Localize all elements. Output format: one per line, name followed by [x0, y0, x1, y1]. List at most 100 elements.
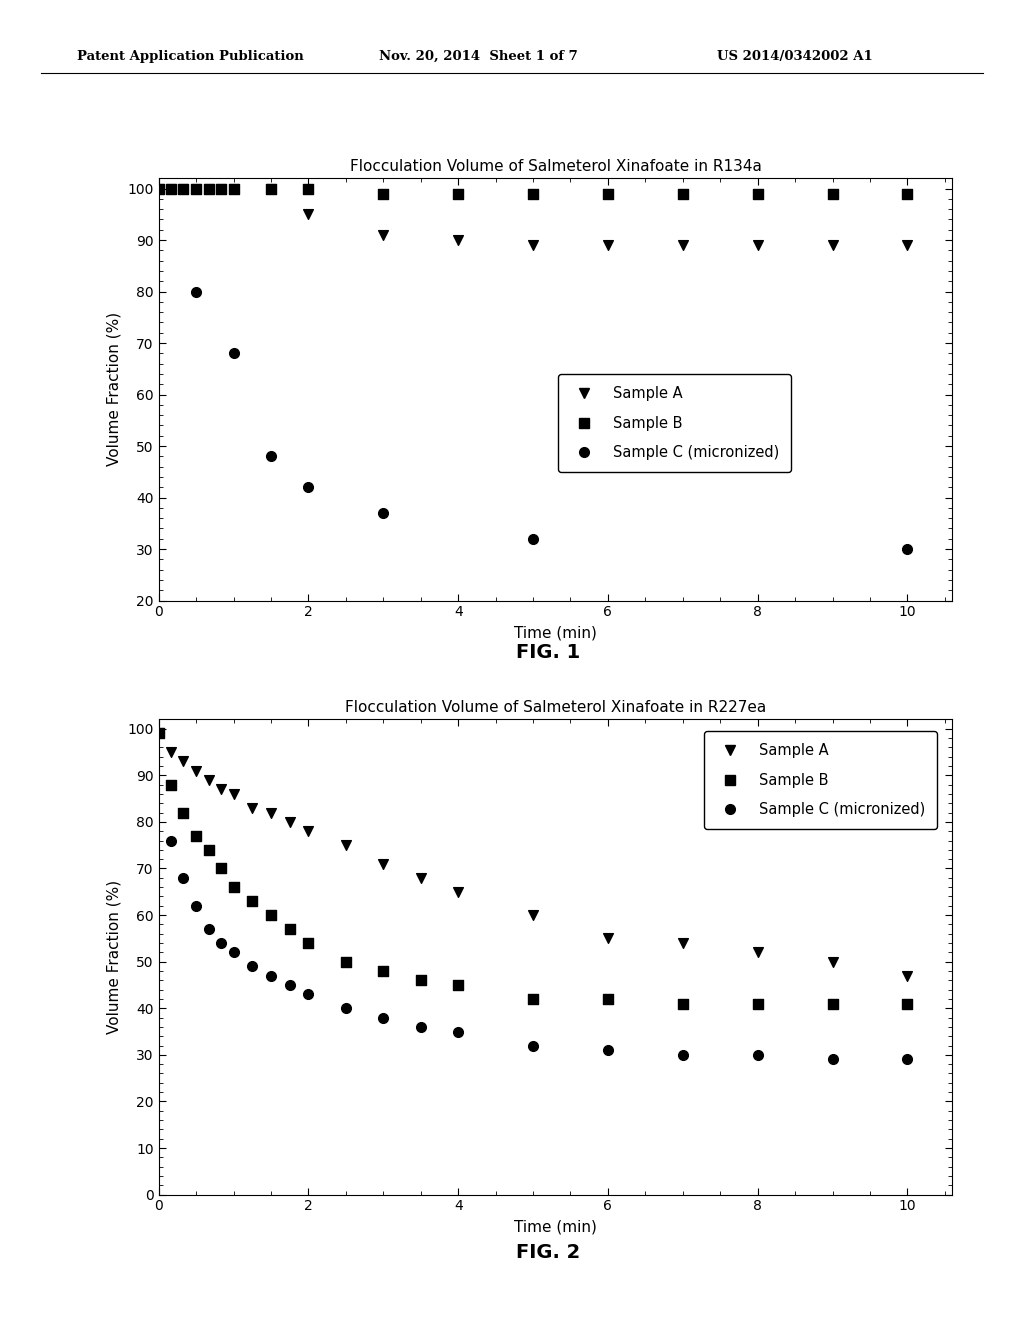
Point	[163, 178, 179, 199]
Point	[375, 183, 391, 205]
Point	[282, 812, 298, 833]
Point	[151, 723, 167, 744]
Point	[225, 876, 242, 898]
Point	[375, 503, 391, 524]
Point	[750, 1044, 766, 1065]
Point	[413, 970, 429, 991]
Point	[201, 178, 217, 199]
Point	[675, 235, 691, 256]
X-axis label: Time (min): Time (min)	[514, 1218, 597, 1234]
Point	[525, 528, 542, 549]
Point	[675, 183, 691, 205]
Point	[213, 178, 229, 199]
Point	[600, 235, 616, 256]
Point	[263, 178, 280, 199]
Point	[338, 834, 354, 855]
Point	[675, 932, 691, 953]
Legend: Sample A, Sample B, Sample C (micronized): Sample A, Sample B, Sample C (micronized…	[558, 375, 792, 473]
Point	[899, 235, 915, 256]
Point	[175, 803, 191, 824]
Y-axis label: Volume Fraction (%): Volume Fraction (%)	[106, 880, 122, 1034]
Point	[300, 477, 316, 498]
Point	[525, 1035, 542, 1056]
Y-axis label: Volume Fraction (%): Volume Fraction (%)	[106, 313, 122, 466]
Point	[899, 1049, 915, 1071]
Point	[675, 1044, 691, 1065]
Point	[750, 183, 766, 205]
Point	[201, 919, 217, 940]
Point	[213, 858, 229, 879]
Point	[338, 998, 354, 1019]
Point	[824, 235, 841, 256]
Point	[188, 281, 205, 302]
Point	[600, 989, 616, 1010]
Point	[213, 178, 229, 199]
Point	[244, 956, 260, 977]
Point	[338, 952, 354, 973]
Text: FIG. 1: FIG. 1	[516, 643, 580, 661]
Point	[175, 751, 191, 772]
Point	[225, 178, 242, 199]
Point	[188, 178, 205, 199]
Point	[175, 178, 191, 199]
Point	[375, 224, 391, 246]
Point	[300, 932, 316, 953]
Text: US 2014/0342002 A1: US 2014/0342002 A1	[717, 50, 872, 63]
Point	[375, 853, 391, 874]
Point	[600, 928, 616, 949]
Point	[525, 183, 542, 205]
Point	[151, 723, 167, 744]
Point	[151, 723, 167, 744]
Point	[175, 178, 191, 199]
Point	[750, 993, 766, 1014]
Point	[899, 993, 915, 1014]
Point	[225, 941, 242, 962]
Point	[450, 1020, 466, 1041]
Point	[163, 742, 179, 763]
Point	[450, 882, 466, 903]
Point	[163, 774, 179, 795]
Point	[282, 974, 298, 995]
Point	[525, 235, 542, 256]
Point	[600, 1040, 616, 1061]
Point	[163, 178, 179, 199]
Point	[899, 539, 915, 560]
Point	[450, 183, 466, 205]
Title: Flocculation Volume of Salmeterol Xinafoate in R134a: Flocculation Volume of Salmeterol Xinafo…	[349, 160, 762, 174]
Point	[899, 965, 915, 986]
Point	[413, 1016, 429, 1038]
Point	[824, 183, 841, 205]
Point	[151, 178, 167, 199]
Text: FIG. 2: FIG. 2	[516, 1243, 580, 1262]
Point	[824, 993, 841, 1014]
Point	[263, 965, 280, 986]
Point	[263, 904, 280, 925]
Legend: Sample A, Sample B, Sample C (micronized): Sample A, Sample B, Sample C (micronized…	[703, 731, 937, 829]
Point	[213, 932, 229, 953]
Text: Nov. 20, 2014  Sheet 1 of 7: Nov. 20, 2014 Sheet 1 of 7	[379, 50, 578, 63]
Point	[163, 830, 179, 851]
Point	[824, 1049, 841, 1071]
Point	[300, 178, 316, 199]
Point	[151, 178, 167, 199]
Point	[450, 230, 466, 251]
Point	[450, 974, 466, 995]
Point	[413, 867, 429, 888]
Point	[201, 770, 217, 791]
Point	[188, 760, 205, 781]
Point	[300, 983, 316, 1005]
Point	[600, 183, 616, 205]
Point	[244, 891, 260, 912]
Point	[244, 797, 260, 818]
Point	[525, 904, 542, 925]
Point	[750, 941, 766, 962]
Point	[175, 867, 191, 888]
Point	[525, 989, 542, 1010]
Title: Flocculation Volume of Salmeterol Xinafoate in R227ea: Flocculation Volume of Salmeterol Xinafo…	[345, 701, 766, 715]
Point	[750, 235, 766, 256]
Point	[201, 178, 217, 199]
Point	[263, 178, 280, 199]
Point	[282, 919, 298, 940]
Point	[188, 895, 205, 916]
Point	[225, 343, 242, 364]
